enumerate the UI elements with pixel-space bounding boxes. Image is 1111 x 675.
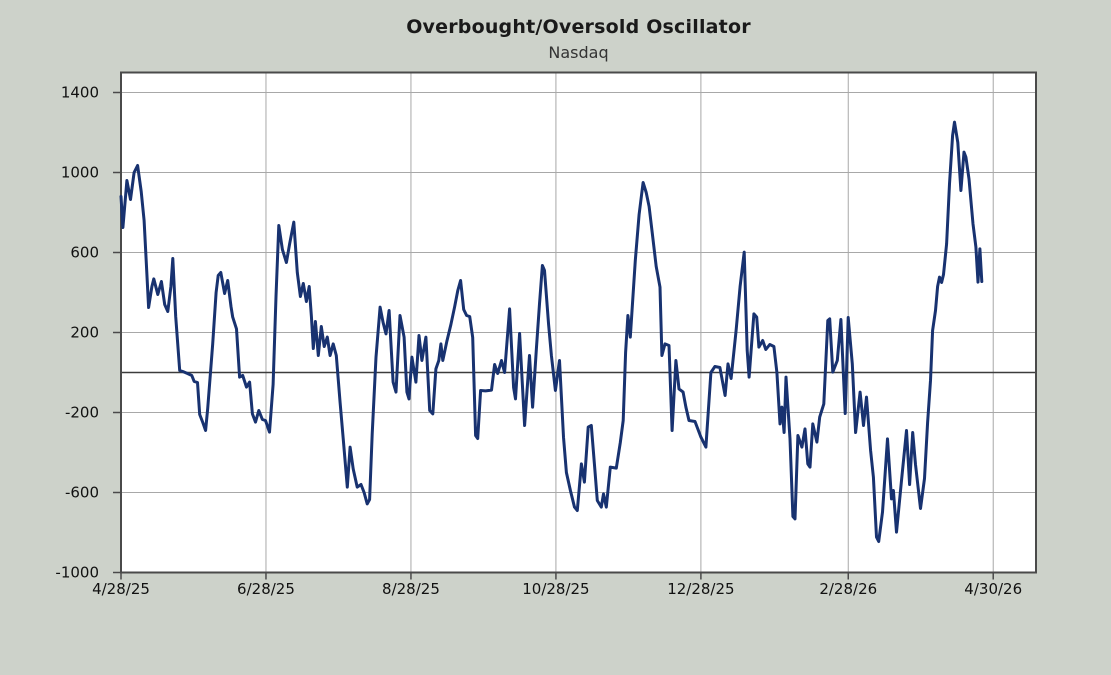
chart-subtitle: Nasdaq: [548, 43, 609, 62]
chart-title: Overbought/Oversold Oscillator: [406, 16, 751, 38]
x-tick-label: 10/28/25: [522, 580, 589, 598]
x-tick-label: 4/28/25: [92, 580, 150, 598]
plot-border: [120, 71, 1037, 574]
x-tick-label: 2/28/26: [819, 580, 877, 598]
oscillator-line: [119, 120, 984, 543]
x-tick-label: 4/30/26: [964, 580, 1022, 598]
y-tick-label: 200: [70, 324, 99, 342]
x-tick-label: 12/28/25: [667, 580, 734, 598]
y-tick-label: -600: [65, 484, 99, 502]
y-tick-label: 1400: [61, 84, 99, 102]
y-tick-label: 1000: [61, 164, 99, 182]
y-tick-label: 600: [70, 244, 99, 262]
x-tick-label: 8/28/25: [382, 580, 440, 598]
x-tick-label: 6/28/25: [237, 580, 295, 598]
y-tick-label: -1000: [55, 564, 99, 582]
y-tick-label: -200: [65, 404, 99, 422]
